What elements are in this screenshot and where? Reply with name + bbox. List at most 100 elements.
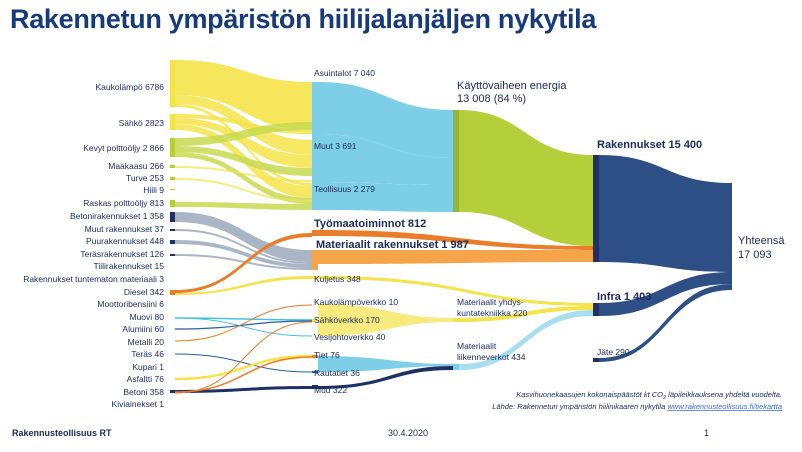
label-metalli: Metalli 20 <box>128 337 165 347</box>
label-teras: Teräs 46 <box>131 349 164 359</box>
flow-diesel-kuljetus <box>175 276 312 295</box>
label-matliikenne-2: liikenneverkot 434 <box>457 352 526 362</box>
node-muut <box>312 134 318 182</box>
flow-jate-yhteensa <box>599 284 732 362</box>
label-yhteensa-1: Yhteensä <box>738 235 785 247</box>
label-hiili: Hiili 9 <box>143 185 164 195</box>
label-muutrak: Muut rakennukset 37 <box>85 224 165 234</box>
flow-muutrak-materiaalit <box>175 229 312 264</box>
node-mat-liikenne <box>453 364 459 370</box>
flow-infra-yhteensa <box>599 272 732 316</box>
node-diesel <box>170 290 175 295</box>
label-tyomaa: Työmaatoiminnot 812 <box>314 218 426 230</box>
footer-date: 30.4.2020 <box>388 428 429 438</box>
node-maakaasu <box>170 165 175 168</box>
node-raskas <box>170 200 175 207</box>
flow-muut-kayttovaihe <box>318 134 453 185</box>
aggregate-labels: Käyttövaiheen energia 13 008 (84 %) Mate… <box>457 80 567 362</box>
page-title: Rakennetun ympäristön hiilijalanjäljen n… <box>10 4 597 34</box>
label-infra: Infra 1 403 <box>597 291 651 303</box>
flow-terasrak-materiaalit <box>175 254 312 270</box>
source-labels: Kaukolämpö 6786 Sähkö 2823 Kevyt polttoö… <box>23 82 164 409</box>
flow-betonirak-materiaalit <box>175 212 312 262</box>
flow-muu-matliikenne <box>318 366 453 389</box>
flow-matliikenne-infra <box>459 310 593 370</box>
label-moottori: Moottoribensiini 6 <box>97 299 164 309</box>
flow-metalli <box>174 304 313 342</box>
label-jate: Jäte 290 <box>597 347 630 357</box>
flows <box>174 60 732 394</box>
flow-teras-rautatiet <box>174 353 313 373</box>
node-mat-yhdys <box>453 318 459 322</box>
label-kaukolampoverkko: Kaukolämpöverkko 10 <box>314 297 398 307</box>
flow-tyomaa-rakennukset <box>318 230 593 250</box>
label-kuljetus: Kuljetus 348 <box>314 274 361 284</box>
label-teollisuus: Teollisuus 2 279 <box>314 184 375 194</box>
flow-puurak-materiaalit <box>175 240 312 268</box>
label-terasrak: Teräsrakennukset 126 <box>80 249 164 259</box>
node-sahkoverkko <box>312 319 318 322</box>
notes: Kasvihuonekaasujen kokonaispäästöt kt CO… <box>492 390 782 411</box>
flow-sahko-muut <box>175 118 312 168</box>
label-muut: Muut 3 691 <box>314 141 357 151</box>
label-asuintalot: Asuintalot 7 040 <box>314 68 375 78</box>
label-tiet: Tiet 76 <box>314 350 340 360</box>
node-turve <box>170 177 175 180</box>
note-source: Lähde: Rakennetun ympäristön hiilinikaar… <box>492 402 782 411</box>
flow-diesel-tyomaa <box>175 233 312 293</box>
node-materiaalit <box>312 250 318 270</box>
total-labels: Rakennukset 15 400 Infra 1 403 Jäte 290 … <box>597 139 785 357</box>
flow-materiaalit-rakennukset <box>318 250 593 264</box>
note-emissions: Kasvihuonekaasujen kokonaispäästöt kt CO… <box>516 390 782 401</box>
flow-maakaasu <box>175 166 312 182</box>
label-vesijohtoverkko: Vesijohtoverkko 40 <box>314 332 386 342</box>
flow-tiet-matliikenne <box>318 356 453 372</box>
label-raskas: Raskas polttoöljy 813 <box>83 198 164 208</box>
node-asuintalot <box>312 82 318 134</box>
flow-betoni-muu <box>175 386 312 393</box>
label-matyhdys-2: kuntatekniikka 220 <box>457 308 528 318</box>
node-muutrak <box>170 229 175 231</box>
label-betoni: Betoni 358 <box>123 387 164 397</box>
flow-raskas-teollisuus <box>175 202 312 210</box>
node-puurak <box>170 240 175 244</box>
node-betoni <box>170 390 175 393</box>
label-kevyt: Kevyt polttoöljy 2 866 <box>83 143 164 153</box>
source-link[interactable]: www.rakennusteollisuus.fi/tiekartta <box>667 402 782 411</box>
flow-rakennukset-yhteensa <box>599 155 732 272</box>
flow-betoni-sahkoverkko <box>174 321 313 394</box>
node-sahko <box>170 114 175 130</box>
label-materiaalit: Materiaalit rakennukset 1 987 <box>316 239 469 251</box>
footer-org: Rakennusteollisuus RT <box>12 428 112 438</box>
flow-asfaltti-tiet <box>174 354 313 381</box>
flow-teollisuus-kayttovaihe <box>318 182 453 212</box>
label-rautatiet: Rautatiet 36 <box>314 368 360 378</box>
label-betonirak: Betonirakennukset 1 358 <box>70 211 164 221</box>
node-muu <box>312 385 318 389</box>
label-matliikenne-1: Materiaalit <box>457 341 497 351</box>
node-kayttovaihe <box>453 110 459 212</box>
label-rakennukset: Rakennukset 15 400 <box>597 139 702 151</box>
flow-verkot-matyhdys <box>318 304 453 336</box>
node-kaukolampo <box>170 60 175 107</box>
label-sahko: Sähkö 2823 <box>119 118 165 128</box>
label-kupari: Kupari 1 <box>132 362 164 372</box>
node-terasrak <box>170 254 175 256</box>
node-hiili <box>170 189 175 190</box>
flow-kevyt-teollisuus <box>175 152 312 204</box>
node-kuljetus <box>312 276 318 279</box>
label-tiilirak: Tiilirakennukset 15 <box>93 261 164 271</box>
label-yhteensa-2: 17 093 <box>738 249 772 261</box>
label-matyhdys-1: Materiaalit yhdys- <box>457 297 524 307</box>
flow-kaukolampo-asuintalot <box>175 60 312 130</box>
label-puurak: Puurakennukset 448 <box>86 236 164 246</box>
label-diesel: Diesel 342 <box>124 287 164 297</box>
flow-kuljetus-infra <box>318 276 593 306</box>
flow-matyhdys-infra <box>459 306 593 322</box>
flow-muovi-sahkoverkko <box>174 317 313 321</box>
node-infra <box>593 303 599 316</box>
flow-alumiini-sahkoverkko <box>174 320 313 330</box>
label-kiviainekset: Kiviainekset 1 <box>112 399 165 409</box>
node-rakennukset <box>593 155 599 262</box>
